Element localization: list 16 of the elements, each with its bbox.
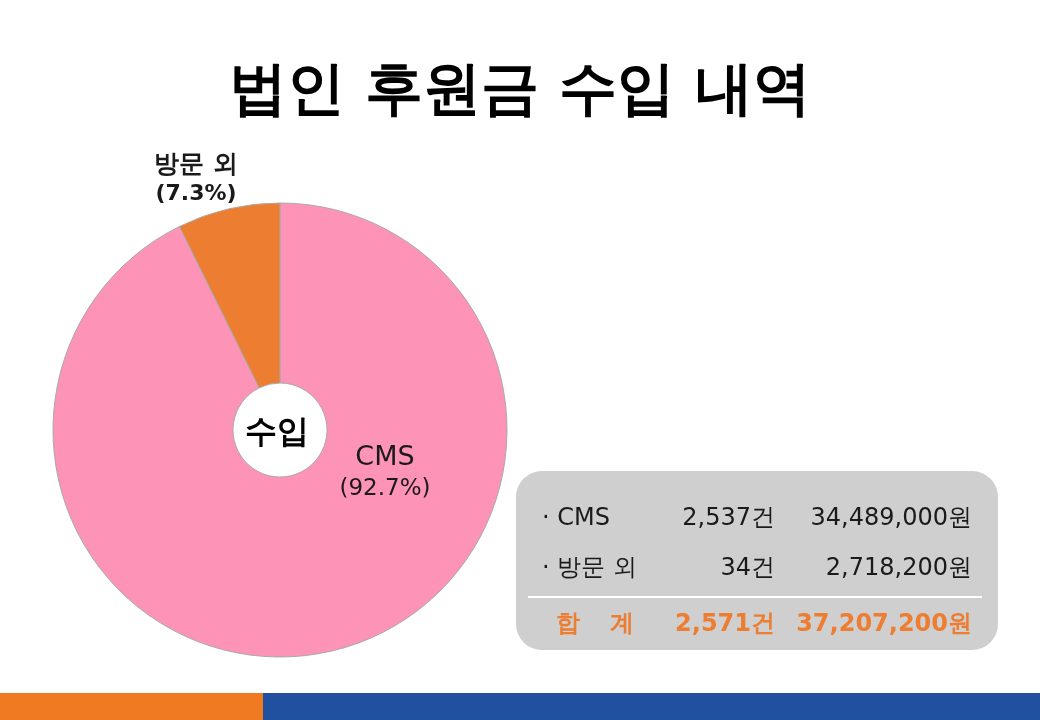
slice-label: CMS: [355, 440, 415, 471]
text: 2,537건: [682, 502, 775, 532]
slice-label: 방문 외: [154, 149, 238, 178]
data-label: (92.7%): [339, 474, 431, 500]
chart-title: 법인 후원금 수입 내역: [228, 54, 812, 122]
text: 2,571건: [675, 608, 775, 638]
data-label: (7.3%): [155, 180, 237, 205]
donut-slice: [52, 202, 508, 658]
text: 2,718,200원: [825, 552, 972, 582]
text: 37,207,200원: [796, 608, 972, 638]
text: · 방문 외: [542, 552, 637, 582]
text: 34건: [720, 552, 775, 582]
text: · CMS: [542, 502, 610, 532]
text: 수입: [245, 412, 309, 450]
text: 합 계: [556, 608, 635, 638]
text: 34,489,000원: [810, 502, 972, 532]
